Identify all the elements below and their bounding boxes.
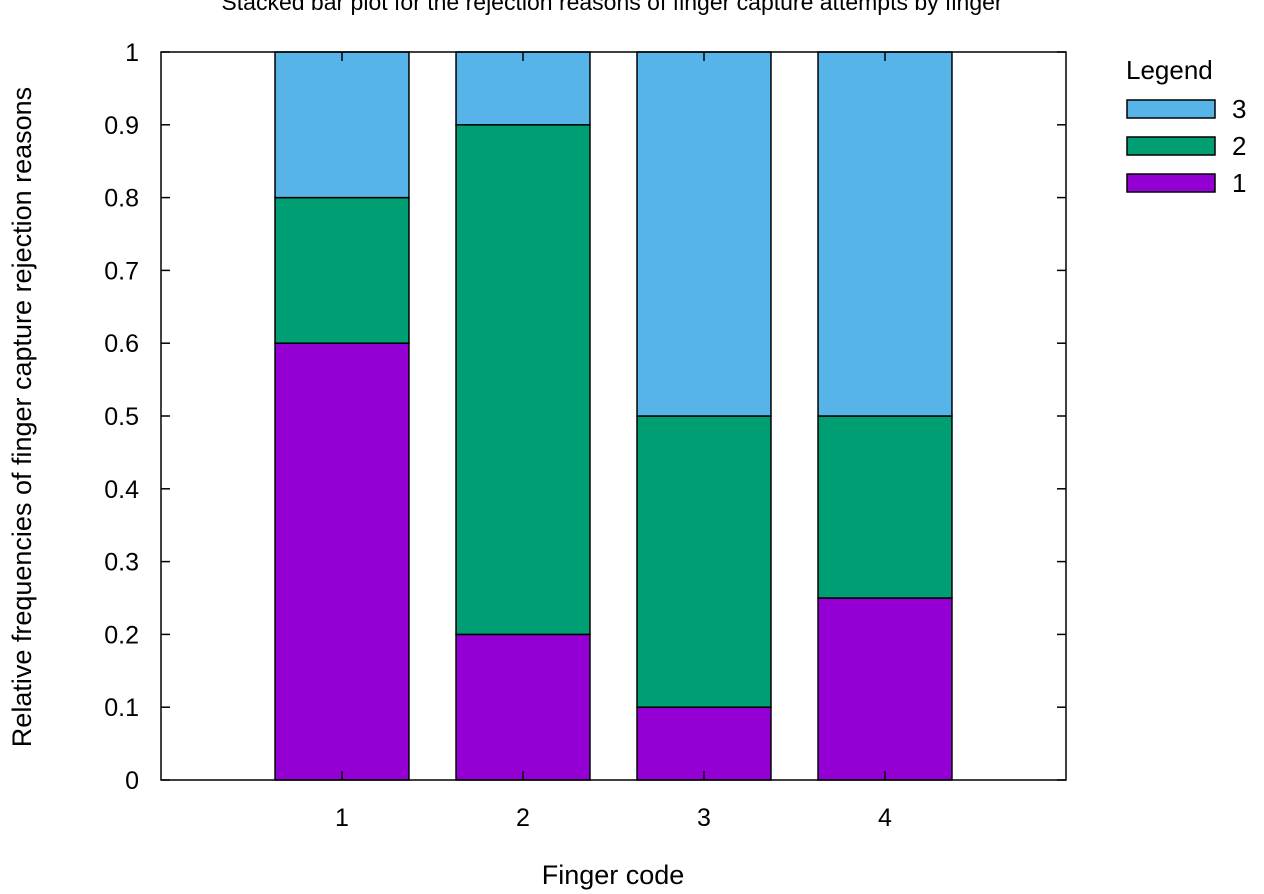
bar-segment-cat2-series2 — [455, 124, 591, 636]
bar-segment-cat1-series1 — [274, 342, 410, 781]
legend: Legend 3 2 1 — [1126, 55, 1246, 198]
bars-layer — [274, 51, 953, 781]
bar-segment-cat4-series1 — [817, 597, 953, 781]
bar-segment-cat1-series2 — [274, 196, 410, 344]
x-tick-label: 2 — [516, 804, 530, 832]
legend-title: Legend — [1126, 55, 1213, 85]
bar-segment-cat4-series3 — [817, 51, 953, 417]
bar-segment-cat3-series3 — [636, 51, 772, 417]
bar-segment-cat3-series2 — [636, 415, 772, 708]
x-axis-title: Finger code — [542, 860, 685, 890]
bar-segment-cat2-series1 — [455, 633, 591, 781]
x-tick-label: 4 — [878, 804, 892, 832]
y-tick-label: 1 — [125, 39, 139, 67]
bar-segment-cat2-series3 — [455, 51, 591, 126]
bar-segment-cat3-series1 — [636, 706, 772, 781]
bar-segment-cat1-series3 — [274, 51, 410, 199]
legend-label-series1: 1 — [1232, 168, 1246, 198]
y-tick-label: 0.4 — [104, 476, 139, 504]
x-tick-label: 3 — [697, 804, 711, 832]
legend-swatch-series2 — [1126, 136, 1216, 156]
legend-label-series3: 3 — [1232, 94, 1246, 124]
y-tick-label: 0.8 — [104, 185, 139, 213]
y-tick-label: 0.6 — [104, 330, 139, 358]
y-axis-title: Relative frequencies of finger capture r… — [7, 87, 37, 747]
legend-label-series2: 2 — [1232, 131, 1246, 161]
ticks-layer: 0 0.1 0.2 0.3 0.4 0.5 0.6 0.7 0.8 0.9 1 1 2 3 4 — [104, 39, 1066, 832]
bar-segment-cat4-series2 — [817, 415, 953, 599]
y-tick-label: 0.1 — [104, 694, 139, 722]
y-tick-label: 0 — [125, 767, 139, 795]
x-tick-label: 1 — [335, 804, 349, 832]
y-tick-label: 0.3 — [104, 549, 139, 577]
y-tick-label: 0.7 — [104, 257, 139, 285]
legend-swatch-series1 — [1126, 173, 1216, 193]
y-tick-label: 0.5 — [104, 403, 139, 431]
y-tick-label: 0.2 — [104, 621, 139, 649]
legend-swatch-series3 — [1126, 99, 1216, 119]
y-tick-label: 0.9 — [104, 112, 139, 140]
chart-title: Stacked bar plot for the rejection reaso… — [221, 0, 1002, 15]
